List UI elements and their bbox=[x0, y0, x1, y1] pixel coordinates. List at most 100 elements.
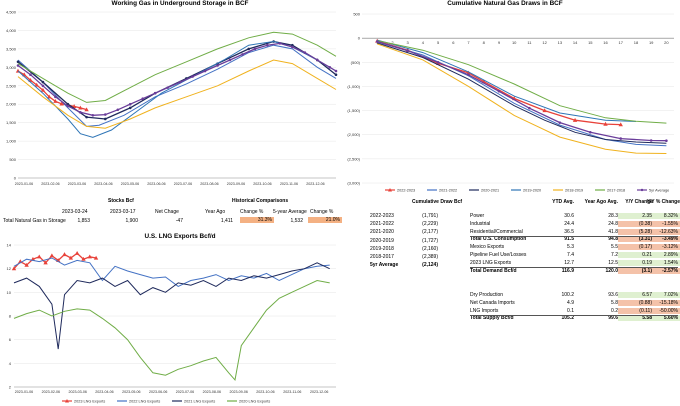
series-line-4 bbox=[377, 43, 667, 154]
year-ago-avg-value: 28.3 bbox=[608, 213, 618, 219]
five-year-value: 1,532 bbox=[290, 218, 303, 224]
ytd-avg-value: 100.2 bbox=[561, 292, 574, 298]
dot-marker-6-1 bbox=[406, 49, 409, 52]
triangle-marker-0-8 bbox=[603, 121, 608, 126]
triangle-marker-0-7 bbox=[59, 101, 64, 106]
legend-label: 2023 LNG Exports bbox=[74, 400, 105, 404]
series-line-3 bbox=[13, 279, 330, 381]
x-tick-label: 2023-10-06 bbox=[253, 182, 271, 186]
dot-marker-5-2 bbox=[41, 84, 45, 88]
balance-row-label: Mexico Exports bbox=[470, 244, 505, 251]
x-tick-label: 6 bbox=[452, 40, 455, 45]
triangle-marker-0-3 bbox=[466, 70, 471, 75]
year-ago-avg-value: 7.2 bbox=[611, 252, 618, 258]
year-ago-avg-value: 12.5 bbox=[608, 259, 618, 266]
total-divider bbox=[470, 235, 678, 237]
ytd-avg-value: 0.1 bbox=[567, 307, 574, 314]
draw-row-label: 5yr Average bbox=[370, 262, 399, 269]
series-line-4 bbox=[17, 59, 337, 129]
x-tick-label: 20 bbox=[664, 40, 669, 45]
ytd-avg-value: 12.7 bbox=[564, 259, 574, 266]
triangle-marker-0-12 bbox=[87, 254, 92, 259]
yy-change-value: (0.17) bbox=[618, 244, 654, 251]
legend-label: 2022-2023 bbox=[397, 189, 415, 193]
x-tick-label: 2023-06-06 bbox=[149, 390, 167, 394]
series-line-3 bbox=[17, 40, 337, 138]
date-current: 2023-03-24 bbox=[62, 209, 88, 215]
dot-marker-5-0 bbox=[16, 64, 20, 67]
series-line-2 bbox=[13, 262, 330, 350]
year-ago-avg-value: 41.8 bbox=[608, 228, 618, 235]
y-tick-label: 4,000 bbox=[6, 28, 17, 33]
dot-marker-5-23 bbox=[303, 51, 307, 54]
legend-label: 2021 LNG Exports bbox=[184, 400, 215, 404]
x-tick-label: 17 bbox=[619, 40, 624, 45]
draw-row-label: 2020-2019 bbox=[370, 237, 394, 244]
x-tick-label: 2023-08-06 bbox=[203, 390, 221, 394]
y-tick-label: (1,500) bbox=[347, 108, 360, 113]
dot-marker-2-4 bbox=[103, 117, 107, 121]
draws-chart-title: Cumulative Natural Gas Draws in BCF bbox=[447, 0, 563, 7]
x-tick-label: 18 bbox=[634, 40, 639, 45]
yy-pct-change-value: -2.57% bbox=[654, 267, 680, 274]
ytd-avg-value: 30.6 bbox=[564, 213, 574, 219]
y-tick-label: (2,000) bbox=[347, 132, 360, 137]
year-ago-header: Year Ago bbox=[205, 209, 226, 215]
triangle-marker-0-4 bbox=[37, 254, 42, 259]
legend-dot-marker bbox=[640, 188, 644, 192]
ytd-avg-value: 24.4 bbox=[564, 220, 574, 227]
year-ago-avg-value: 120.0 bbox=[605, 267, 618, 274]
triangle-marker-0-0 bbox=[11, 266, 17, 271]
x-tick-label: 2023-08-06 bbox=[200, 182, 218, 186]
yy-change-value: 5.58 bbox=[618, 315, 654, 322]
series-line-1 bbox=[13, 257, 330, 287]
y-tick-label: (500) bbox=[351, 60, 361, 65]
series-line-1 bbox=[377, 41, 667, 147]
col-ytd-avg: YTD Avg. bbox=[552, 199, 574, 205]
dot-marker-5-24 bbox=[315, 58, 319, 62]
x-tick-label: 4 bbox=[422, 40, 425, 45]
x-tick-label: 2023-01-06 bbox=[15, 390, 33, 394]
dot-marker-5-26 bbox=[334, 69, 338, 73]
dot-marker-6-4 bbox=[497, 89, 501, 93]
triangle-marker-0-7 bbox=[572, 117, 578, 122]
balance-row-label: Net Canada Imports bbox=[470, 299, 515, 306]
year-ago-value: 1,411 bbox=[220, 218, 233, 224]
dot-marker-6-5 bbox=[528, 106, 531, 110]
draws-chart: 500 0 (500) (1,000) (1,500) (2,000) (2,500) (3,… bbox=[347, 12, 674, 193]
y-tick-label: 10 bbox=[7, 290, 12, 295]
x-tick-label: 2023-10-06 bbox=[256, 390, 274, 394]
draw-row-label: 2019-2018 bbox=[370, 245, 394, 252]
ytd-avg-value: 7.4 bbox=[567, 252, 574, 258]
storage-chart: 0 500 1,000 1,500 2,000 2,500 3,000 3,500 4,000 4… bbox=[6, 10, 338, 186]
y-tick-label: 500 bbox=[9, 157, 16, 162]
x-tick-label: 2023-03-06 bbox=[68, 182, 86, 186]
yy-change-value: 0.19 bbox=[618, 259, 654, 266]
y-tick-label: 2 bbox=[9, 385, 12, 390]
dot-marker-5-25 bbox=[328, 66, 332, 69]
yy-change-value: 2.35 bbox=[618, 213, 654, 219]
dot-marker-2-5 bbox=[128, 106, 132, 110]
x-tick-label: 2023-09-06 bbox=[227, 182, 245, 186]
y-tick-label: 2,500 bbox=[6, 83, 17, 88]
y-tick-label: 0 bbox=[358, 36, 361, 41]
x-tick-label: 2023-03-06 bbox=[68, 390, 86, 394]
total-divider bbox=[470, 314, 678, 316]
balance-row-label: 2023 LNG Exports bbox=[470, 259, 512, 266]
balance-row-label: Residential/Commercial bbox=[470, 228, 523, 235]
legend-label: 2022 LNG Exports bbox=[129, 400, 160, 404]
dot-marker-2-1 bbox=[41, 80, 45, 84]
legend-label: 2020-2021 bbox=[481, 189, 499, 193]
storage-chart-title: Working Gas in Underground Storage in BC… bbox=[111, 0, 249, 7]
ytd-avg-value: 36.5 bbox=[564, 228, 574, 235]
triangle-marker-0-13 bbox=[93, 255, 99, 260]
series-line-6 bbox=[17, 31, 337, 103]
dot-marker-5-8 bbox=[116, 108, 120, 112]
balance-row-label: Total Demand Bcf/d bbox=[470, 267, 517, 274]
x-tick-label: 2023-04-06 bbox=[94, 182, 112, 186]
y-tick-label: 1,000 bbox=[6, 139, 17, 144]
triangle-marker-0-2 bbox=[24, 262, 29, 267]
x-tick-label: 12 bbox=[542, 40, 547, 45]
y-tick-label: 3,500 bbox=[6, 46, 17, 51]
y-tick-label: (1,000) bbox=[347, 84, 360, 89]
